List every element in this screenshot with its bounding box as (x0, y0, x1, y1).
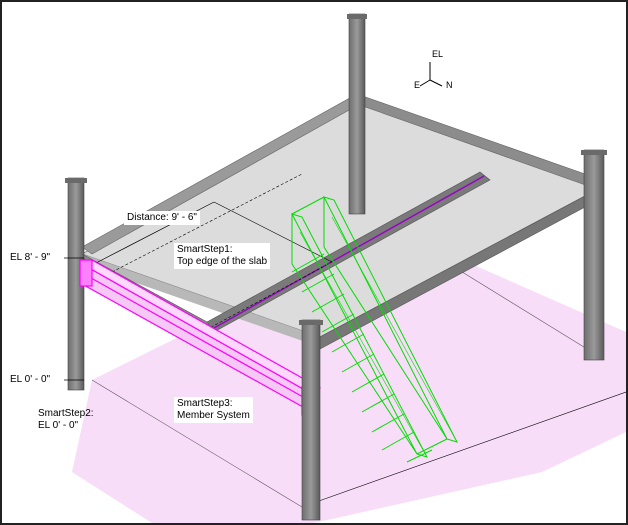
floor-grid-line (91, 379, 303, 508)
column-front (301, 319, 321, 521)
compass-e-label: E (414, 80, 421, 90)
smartstep2-title: SmartStep2: (38, 408, 94, 419)
smartstep2-desc: EL 0' - 0" (38, 420, 79, 431)
stair-assembly (291, 196, 458, 463)
column-right (583, 149, 605, 361)
smartstep1-desc: Top edge of the slab (177, 256, 268, 267)
floor-grid-line (301, 391, 626, 508)
slab-edge-highlight (213, 175, 485, 329)
compass-up-label: EL (432, 49, 444, 59)
elevation-upper-label: EL 8' - 9" (10, 252, 51, 263)
smartstep1-title: SmartStep1: (177, 244, 233, 255)
dimension-line (111, 173, 303, 273)
compass-n-label: N (446, 80, 453, 90)
slab-edge-front (82, 254, 320, 347)
elevation-lower-label: EL 0' - 0" (10, 374, 51, 385)
smartstep1-label: SmartStep1: Top edge of the slab (174, 243, 271, 269)
smartstep3-label: SmartStep3: Member System (174, 397, 253, 423)
smartstep3-title: SmartStep3: (177, 398, 233, 409)
smartstep3-desc: Member System (177, 410, 250, 421)
floor-plane (72, 230, 626, 523)
smartstep2-label: SmartStep2: EL 0' - 0" (38, 408, 94, 432)
column-back (348, 13, 366, 215)
distance-label: Distance: 9' - 6" (124, 211, 200, 225)
compass-icon (419, 62, 443, 87)
